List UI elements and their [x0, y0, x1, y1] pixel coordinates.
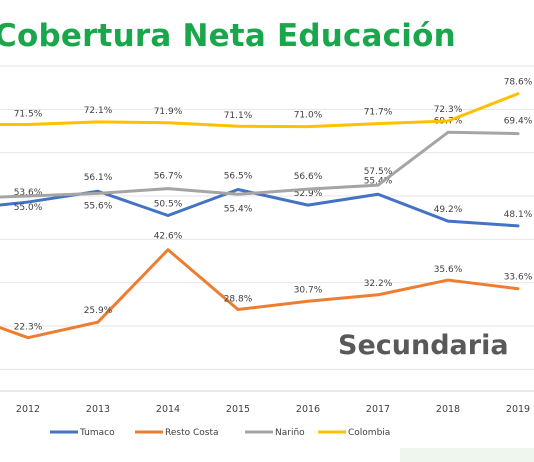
- data-label-nari-o: 69.4%: [504, 117, 533, 127]
- data-label-resto-costa: 35.6%: [434, 265, 463, 275]
- data-label-nari-o: 55.4%: [224, 204, 253, 214]
- data-label-tumaco: 55.4%: [364, 176, 393, 186]
- series-line-lead-tumaco: [0, 200, 30, 207]
- data-label-resto-costa: 28.8%: [224, 295, 253, 305]
- data-label-resto-costa: 30.7%: [294, 285, 323, 295]
- chart-annotation-secundaria: Secundaria: [338, 330, 509, 361]
- x-tick-label-2017: 2017: [366, 404, 390, 415]
- series-line-colombia: [26, 92, 520, 129]
- data-label-resto-costa: 42.6%: [154, 232, 183, 242]
- data-label-nari-o: 56.6%: [294, 172, 323, 182]
- x-tick-label-2012: 2012: [16, 404, 40, 415]
- series-line-nari-o: [26, 130, 520, 198]
- data-label-nari-o: 55.0%: [14, 203, 43, 213]
- data-label-tumaco: 56.1%: [84, 173, 113, 183]
- chart-title: Cobertura Neta Educación: [0, 18, 456, 54]
- data-label-resto-costa: 25.9%: [84, 306, 113, 316]
- data-label-nari-o: 55.6%: [84, 201, 113, 211]
- data-label-resto-costa: 33.6%: [504, 273, 533, 283]
- data-label-colombia: 72.3%: [434, 105, 463, 115]
- data-label-colombia: 71.0%: [294, 111, 323, 121]
- corner-decoration: [400, 448, 534, 462]
- data-label-tumaco: 49.2%: [434, 205, 463, 215]
- x-tick-label-2019: 2019: [506, 404, 530, 415]
- series-line-lead-resto-costa: [0, 326, 30, 340]
- data-label-colombia: 71.9%: [154, 107, 183, 117]
- x-tick-label-2016: 2016: [296, 404, 320, 415]
- x-tick-label-2014: 2014: [156, 404, 180, 415]
- series-line-lead-nari-o: [0, 194, 30, 199]
- data-label-tumaco: 50.5%: [154, 200, 183, 210]
- data-label-resto-costa: 22.3%: [14, 323, 43, 333]
- legend-label-resto-costa: Resto Costa: [165, 428, 219, 438]
- series-line-tumaco: [26, 188, 520, 228]
- data-label-tumaco: 53.6%: [14, 188, 43, 198]
- data-label-tumaco: 52.9%: [294, 189, 323, 199]
- data-label-tumaco: 56.5%: [224, 172, 253, 182]
- data-label-resto-costa: 32.2%: [364, 279, 393, 289]
- data-label-colombia: 71.5%: [14, 110, 43, 120]
- x-tick-label-2015: 2015: [226, 404, 250, 415]
- legend-label-tumaco: Tumaco: [79, 428, 115, 438]
- data-label-tumaco: 48.1%: [504, 210, 533, 220]
- legend-label-colombia: Colombia: [348, 428, 390, 438]
- data-label-colombia: 78.6%: [504, 78, 533, 88]
- series-line-resto-costa: [26, 248, 520, 340]
- x-tick-label-2018: 2018: [436, 404, 460, 415]
- x-tick-label-2013: 2013: [86, 404, 110, 415]
- data-label-colombia: 71.1%: [224, 111, 253, 121]
- data-label-colombia: 72.1%: [84, 106, 113, 116]
- data-label-colombia: 71.7%: [364, 108, 393, 118]
- data-label-nari-o: 56.7%: [154, 172, 183, 182]
- data-label-nari-o: 57.5%: [364, 167, 393, 177]
- legend-label-nari-o: Nariño: [275, 428, 305, 438]
